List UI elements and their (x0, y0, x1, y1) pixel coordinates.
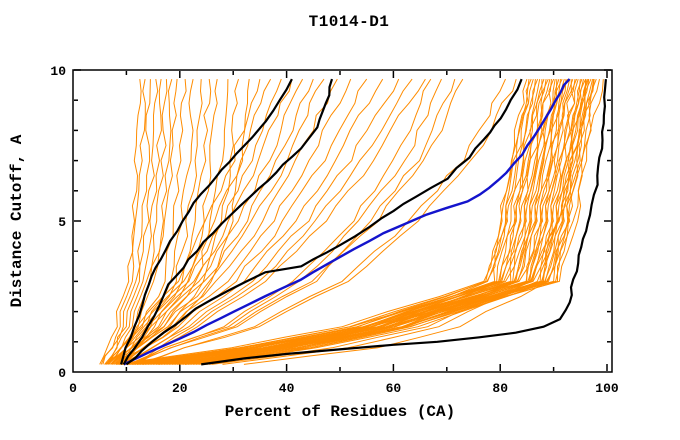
model-curve (129, 78, 432, 365)
model-curve (138, 78, 517, 365)
model-curve (124, 78, 400, 365)
blue-reference-line (123, 78, 571, 366)
model-curve (127, 78, 426, 365)
x-tick-label: 40 (279, 381, 295, 396)
black-model-3 (125, 78, 523, 366)
x-axis-title: Percent of Residues (CA) (224, 403, 456, 421)
model-curve (126, 78, 534, 365)
model-curve (115, 78, 528, 365)
model-curve (126, 78, 413, 365)
model-curve (106, 78, 272, 365)
y-tick-label: 5 (58, 215, 66, 230)
model-curve (118, 78, 563, 365)
model-curve (123, 79, 250, 365)
model-curve (112, 79, 187, 365)
model-curve (113, 78, 314, 365)
x-tick-label: 60 (386, 381, 402, 396)
model-curve (243, 79, 595, 365)
model-curve (107, 79, 168, 365)
black-model-1 (120, 78, 293, 365)
model-curve (120, 78, 368, 365)
reference-curve (123, 78, 571, 366)
model-curve (131, 78, 442, 365)
tick-labels: 0 20 40 60 80 100 0 5 10 (50, 64, 619, 396)
model-curve (142, 78, 597, 365)
model-curve (137, 79, 541, 365)
model-curve (118, 79, 218, 365)
model-curve (222, 78, 589, 365)
black-model-4 (201, 79, 607, 366)
orange-model-curves (99, 78, 604, 365)
model-curve (198, 78, 588, 365)
chart-title: T1014-D1 (308, 13, 390, 31)
model-curve (116, 79, 212, 365)
axis-frame (72, 69, 613, 373)
model-curve (121, 79, 595, 365)
model-curve (166, 79, 587, 365)
y-tick-label: 0 (58, 366, 66, 381)
model-curve (185, 78, 600, 365)
model-curve (133, 78, 456, 365)
model-curve (113, 78, 194, 365)
model-curve (122, 78, 384, 365)
model-curve (105, 79, 162, 365)
model-curve (116, 78, 338, 365)
model-curve (136, 78, 506, 365)
model-curve (123, 78, 579, 365)
model-curve (99, 79, 142, 365)
model-curve (211, 78, 587, 365)
model-curve (111, 78, 304, 365)
highlighted-curves (120, 78, 607, 366)
x-tick-label: 80 (492, 381, 508, 396)
x-tick-label: 20 (172, 381, 188, 396)
model-curve (100, 79, 146, 365)
x-tick-label: 0 (69, 381, 77, 396)
x-tick-label: 100 (595, 381, 619, 396)
model-curve (104, 78, 261, 365)
y-tick-label: 10 (50, 64, 66, 79)
model-curve (158, 79, 604, 365)
model-curve (110, 78, 293, 365)
model-curve (115, 78, 325, 365)
model-curve (182, 79, 567, 365)
black-model-2 (122, 78, 334, 365)
model-curve (134, 78, 464, 365)
model-curve (104, 79, 159, 365)
model-curve (121, 79, 547, 365)
model-curve (120, 79, 229, 365)
